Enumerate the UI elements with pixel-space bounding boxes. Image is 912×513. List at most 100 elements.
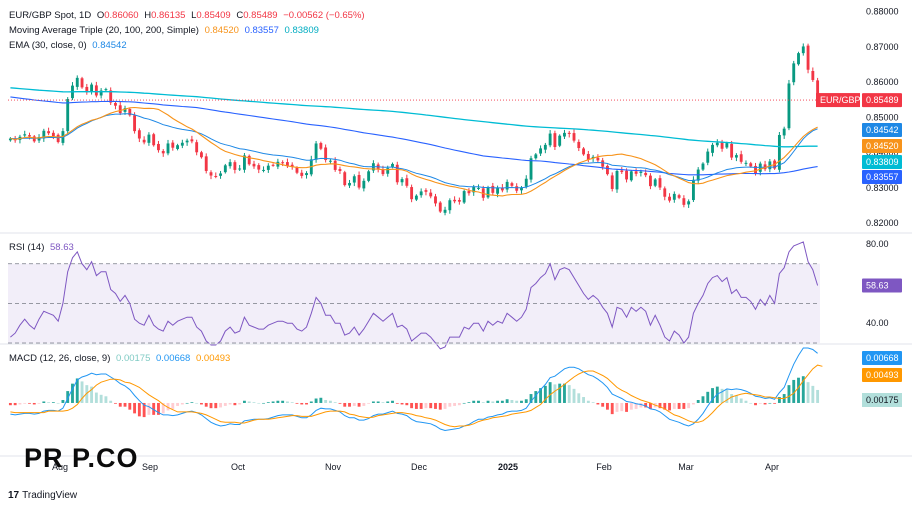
macd-histogram-bar — [777, 397, 781, 403]
candle-body — [658, 178, 662, 188]
macd-histogram-bar — [233, 402, 237, 406]
price-badge: 0.85489 — [866, 95, 899, 105]
macd-histogram-bar — [223, 402, 227, 406]
candle-body — [185, 140, 189, 143]
candle-body — [223, 165, 227, 173]
macd-histogram-bar — [238, 402, 242, 405]
price-pane[interactable] — [8, 43, 860, 216]
ema-title[interactable]: EMA (30, close, 0) — [9, 40, 87, 51]
macd-histogram-bar — [658, 402, 662, 409]
time-tick-label: Apr — [765, 462, 779, 472]
macd-histogram-bar — [601, 402, 605, 407]
macd-histogram-bar — [539, 388, 543, 403]
rsi-legend[interactable]: RSI (14) 58.63 — [9, 241, 74, 254]
macd-histogram-bar — [811, 385, 815, 403]
macd-histogram-bar — [228, 402, 232, 405]
candle-body — [214, 175, 218, 177]
candle-body — [443, 209, 447, 213]
rsi-tick-label: 80.00 — [866, 239, 889, 249]
low-label: L — [191, 10, 197, 21]
candle-body — [687, 201, 691, 205]
candle-body — [271, 164, 275, 166]
macd-histogram-bar — [663, 402, 667, 410]
candle-body — [797, 53, 800, 65]
macd-histogram-bar — [56, 402, 60, 404]
macd-histogram-bar — [572, 388, 576, 403]
macd-histogram-bar — [758, 402, 762, 404]
macd-histogram-bar — [453, 402, 457, 406]
macd-histogram-bar — [290, 402, 294, 403]
candle-body — [262, 169, 265, 171]
macd-histogram-bar — [691, 402, 695, 405]
candle-body — [725, 143, 729, 148]
macd-histogram-bar — [204, 402, 208, 407]
candle-body — [462, 191, 466, 203]
macd-histogram-bar — [720, 388, 724, 403]
macd-histogram-bar — [701, 396, 705, 403]
macd-histogram-bar — [625, 402, 628, 412]
candle-body — [338, 169, 342, 171]
candle-body — [691, 179, 695, 201]
macd-histogram-bar — [300, 402, 304, 405]
candle-body — [80, 78, 84, 88]
symbol-name[interactable]: EUR/GBP Spot, 1D — [9, 10, 92, 21]
macd-histogram-bar — [243, 400, 246, 403]
axes: 0.880000.870000.860000.850000.840000.830… — [0, 7, 912, 472]
candle-body — [543, 144, 547, 150]
ema-badge: 0.84542 — [866, 125, 899, 135]
ma-title[interactable]: Moving Average Triple (20, 100, 200, Sim… — [9, 25, 199, 36]
candle-body — [314, 143, 318, 160]
macd-legend[interactable]: MACD (12, 26, close, 9) 0.00175 0.00668 … — [9, 352, 230, 365]
macd-histogram-bar — [257, 402, 261, 404]
macd-histogram-bar — [18, 402, 22, 405]
time-tick-label: Sep — [142, 462, 158, 472]
macd-histogram-bar — [763, 402, 767, 405]
candle-body — [615, 170, 619, 190]
macd-histogram-bar — [128, 402, 132, 410]
candle-body — [682, 198, 686, 205]
macd-histogram-bar — [295, 402, 299, 404]
symbol-legend[interactable]: EUR/GBP Spot, 1D O0.86060 H0.86135 L0.85… — [9, 9, 365, 22]
candle-body — [792, 63, 796, 83]
macd-histogram-bar — [754, 402, 757, 406]
tradingview-attribution[interactable]: 17 TradingView — [8, 490, 77, 501]
candle-body — [448, 200, 452, 211]
time-tick-label: 2025 — [498, 462, 518, 472]
macd-histogram-bar — [133, 402, 137, 414]
ema-legend[interactable]: EMA (30, close, 0) 0.84542 — [9, 39, 127, 52]
macd-histogram-bar — [352, 402, 356, 406]
macd-histogram-bar — [706, 391, 710, 403]
macd-pane[interactable] — [8, 347, 823, 432]
candle-body — [266, 165, 270, 170]
macd-histogram-bar — [434, 402, 437, 409]
candle-body — [610, 175, 614, 189]
candle-body — [285, 162, 289, 167]
ema-badge-bg — [862, 123, 902, 137]
rsi-title[interactable]: RSI (14) — [9, 242, 45, 253]
macd-histogram-bar — [114, 402, 117, 404]
rsi-pane[interactable] — [8, 241, 820, 350]
macd-histogram-bar — [61, 400, 65, 403]
candle-body — [558, 135, 562, 146]
macd-histogram-bar — [739, 398, 743, 403]
candle-body — [200, 152, 203, 158]
macd-histogram-bar — [548, 382, 552, 403]
candle-body — [133, 115, 137, 132]
macd-histogram-bar — [343, 402, 347, 407]
ma20-badge: 0.84520 — [866, 141, 899, 151]
candle-body — [300, 172, 304, 176]
candle-body — [32, 136, 36, 142]
candle-body — [114, 102, 117, 106]
candle-body — [553, 133, 557, 147]
symbol-badge-bg — [816, 93, 860, 108]
candle-body — [171, 142, 175, 148]
macd-histogram-bar — [438, 402, 442, 410]
macd-histogram-bar — [276, 400, 280, 403]
macd-title[interactable]: MACD (12, 26, close, 9) — [9, 353, 111, 364]
macd-histogram-bar — [214, 402, 218, 409]
candle-body — [195, 142, 199, 153]
ma-legend[interactable]: Moving Average Triple (20, 100, 200, Sim… — [9, 24, 319, 37]
macd-histogram-bar — [281, 400, 285, 403]
candle-body — [386, 168, 390, 174]
